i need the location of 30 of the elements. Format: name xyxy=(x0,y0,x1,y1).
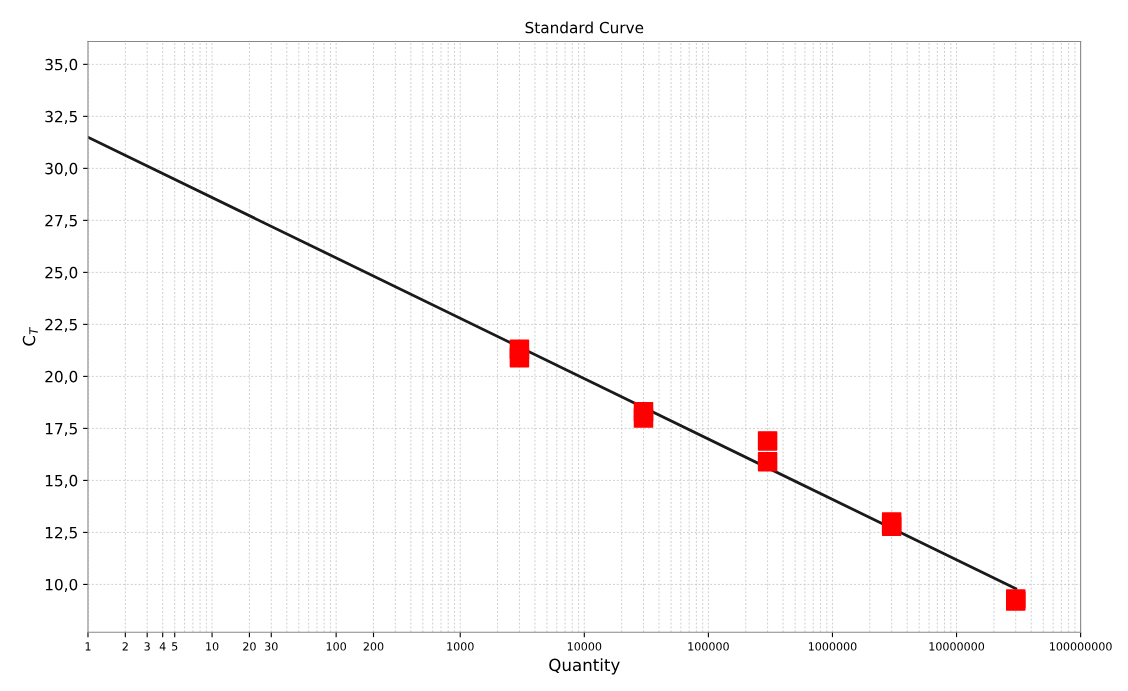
x-tick-label: 100000000 xyxy=(1050,642,1112,651)
y-tick-label: 30,0 xyxy=(45,162,78,176)
y-tick-label: 22,5 xyxy=(45,318,77,332)
x-tick-label: 30 xyxy=(265,642,278,651)
x-tick-label: 5 xyxy=(172,642,178,651)
x-tick-label: 10 xyxy=(206,642,219,651)
x-tick-label: 100 xyxy=(326,642,347,651)
x-tick-label: 10000000 xyxy=(929,642,985,651)
y-tick-label: 15,0 xyxy=(45,474,78,488)
x-tick-label: 1000000 xyxy=(808,642,857,651)
x-tick-label: 100000 xyxy=(688,642,729,651)
y-axis-title: C$_{T}$ xyxy=(22,326,38,346)
y-tick-label: 17,5 xyxy=(45,423,77,436)
y-tick-label: 32,5 xyxy=(45,110,77,124)
y-tick-label: 25,0 xyxy=(45,266,78,280)
x-tick-label: 3 xyxy=(144,642,150,651)
y-tick-label: 20,0 xyxy=(45,370,78,384)
x-tick-label: 10000 xyxy=(567,642,602,651)
x-tick-label: 1000 xyxy=(447,642,474,651)
y-tick-label: 10,0 xyxy=(45,578,78,592)
y-tick-label: 27,5 xyxy=(45,214,77,228)
chart-title: Standard Curve xyxy=(525,21,644,34)
x-tick-label: 1 xyxy=(85,642,91,651)
y-tick-label: 12,5 xyxy=(45,526,77,540)
x-tick-label: 2 xyxy=(122,642,128,651)
x-tick-label: 20 xyxy=(243,642,256,651)
x-tick-label: 200 xyxy=(363,642,384,651)
y-tick-label: 35,0 xyxy=(45,58,78,72)
x-tick-label: 4 xyxy=(159,642,166,651)
x-axis-title: Quantity xyxy=(549,658,620,675)
